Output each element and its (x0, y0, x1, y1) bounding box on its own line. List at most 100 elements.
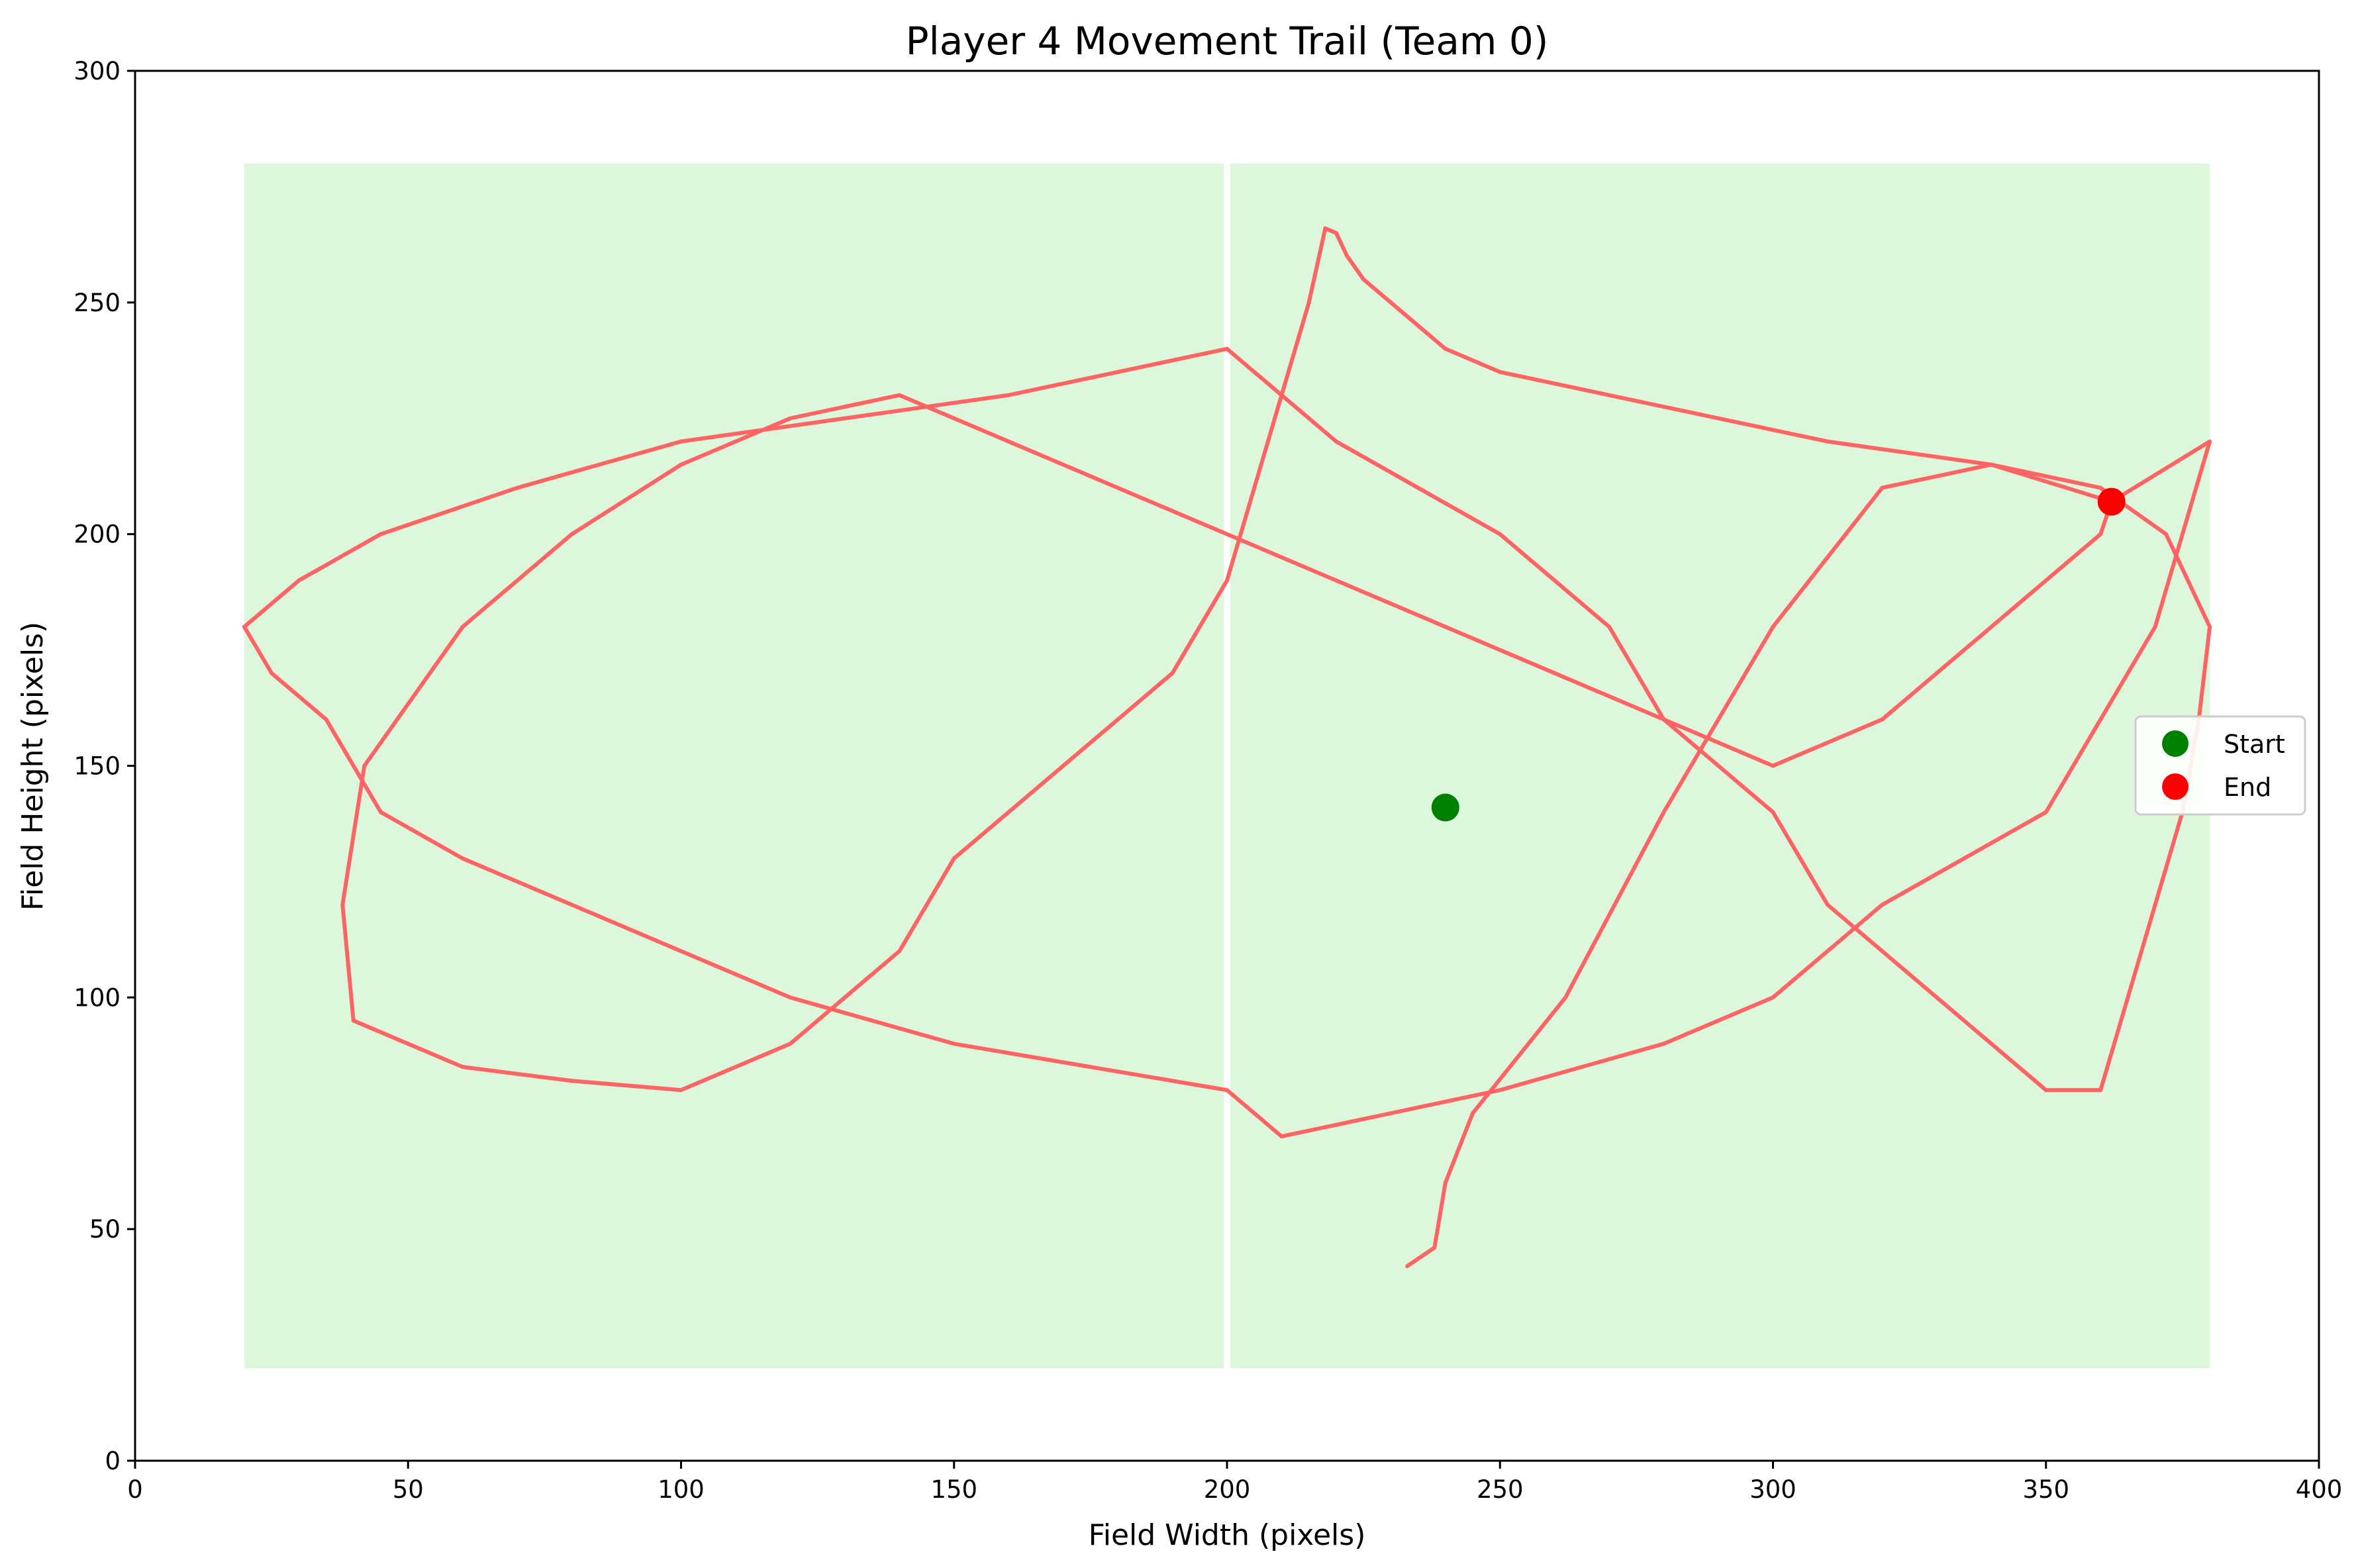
trail-segment (1061, 671, 1175, 768)
trail-segment (1607, 624, 1666, 722)
trail-segment (1334, 230, 1350, 258)
trail-segment (242, 578, 301, 629)
trail-segment (1989, 1042, 2048, 1093)
legend: Start End (2134, 715, 2306, 816)
trail-segment (324, 717, 356, 768)
trail-segment (897, 393, 1011, 444)
trail-segment (2043, 624, 2157, 814)
trail-segment (1116, 485, 1229, 536)
x-tick-label: 350 (2022, 1475, 2069, 1504)
trail-segment (1498, 369, 1612, 397)
trail-segment (1934, 995, 1994, 1046)
trail-segment (788, 393, 902, 420)
trail-segment (1116, 346, 1229, 374)
trail-segment (1334, 439, 1502, 536)
trail-segment (362, 624, 465, 768)
trail-segment (1880, 949, 1939, 1000)
trail-segment (1306, 226, 1328, 305)
trail-segment (788, 995, 956, 1046)
y-tick-label: 200 (74, 520, 121, 549)
trail-segment (1771, 903, 1885, 1000)
y-tick-label: 150 (74, 752, 121, 781)
y-tick-label: 0 (105, 1447, 121, 1475)
trail-segment (1661, 995, 1775, 1046)
trail-segment (340, 903, 356, 1023)
end-point (2097, 487, 2126, 516)
trail-segment (2153, 810, 2185, 907)
trail-segment (1405, 1246, 1437, 1269)
plot-area (242, 163, 2212, 1369)
trail-segment (270, 671, 328, 722)
x-axis-ticks: 0 50 100 150 200 250 300 350 400 (127, 1461, 2342, 1504)
trail-segment (1880, 624, 1994, 722)
trail-segment (1416, 323, 1448, 351)
trail-segment (1443, 624, 1557, 675)
trail-segment (2164, 532, 2212, 629)
trail-segment (1498, 532, 1612, 629)
trail-segment (1007, 369, 1120, 397)
trail-markers (1431, 487, 2126, 822)
trail-segment (952, 1042, 1229, 1093)
trail-segment (351, 1018, 465, 1069)
trail-segment (569, 1079, 683, 1093)
trail-segment (2196, 624, 2212, 722)
trail-segment (679, 1065, 738, 1093)
trail-segment (1170, 578, 1229, 675)
trail-segment (1443, 346, 1502, 374)
trail-segment (952, 763, 1065, 861)
legend-end-label: End (2224, 773, 2271, 802)
x-tick-label: 50 (393, 1475, 424, 1504)
trail-segment (1880, 462, 1994, 490)
legend-start-marker (2162, 730, 2188, 757)
trail-segment (2098, 995, 2130, 1093)
trail-segment (340, 763, 367, 907)
trail-segment (242, 624, 274, 675)
trail-segment (1771, 810, 1802, 861)
trail-segment (2126, 903, 2157, 1000)
y-tick-label: 300 (74, 57, 121, 85)
start-point (1431, 793, 1459, 822)
trail-segment (1225, 1088, 1284, 1139)
trail-segment (379, 810, 465, 861)
trail-segment (569, 903, 683, 954)
trail-segment (1825, 903, 1885, 954)
trail-segment (351, 763, 383, 814)
trail-segment (1989, 462, 2103, 490)
trail-segment (297, 532, 383, 583)
trail-lines (242, 226, 2212, 1269)
trail-segment (1661, 717, 1721, 768)
trail-segment (1389, 300, 1420, 328)
trail-segment (1989, 532, 2103, 629)
trail-segment (1007, 439, 1120, 490)
y-axis-label: Field Height (pixels) (16, 622, 50, 910)
trail-segment (569, 462, 683, 536)
trail-segment (1498, 1042, 1666, 1093)
trail-segment (1225, 485, 1257, 583)
trail-segment (679, 949, 793, 1000)
x-tick-label: 250 (1477, 1475, 1524, 1504)
trail-segment (2153, 439, 2212, 629)
trail-segment (1661, 717, 1775, 768)
trail-segment (1334, 578, 1448, 629)
trail-segment (1279, 1111, 1393, 1139)
trail-segment (2109, 439, 2212, 504)
trail-segment (1432, 1181, 1448, 1250)
x-tick-label: 100 (658, 1475, 705, 1504)
trail-segment (897, 856, 956, 954)
trail-segment (379, 485, 520, 536)
legend-end-marker (2162, 773, 2188, 800)
y-tick-label: 100 (74, 983, 121, 1012)
trail-segment (1771, 717, 1885, 768)
x-tick-label: 400 (2296, 1475, 2343, 1504)
trail-segment (1443, 1111, 1475, 1185)
trail-segment (1825, 439, 1994, 467)
trail-segment (1389, 1088, 1502, 1116)
x-tick-label: 300 (1749, 1475, 1796, 1504)
trail-segment (733, 1042, 793, 1069)
trail-segment (460, 1065, 574, 1083)
y-tick-label: 250 (74, 289, 121, 317)
y-axis-ticks: 0 50 100 150 200 250 300 (74, 57, 135, 1475)
x-tick-label: 0 (127, 1475, 143, 1504)
trail-segment (1771, 485, 1885, 629)
